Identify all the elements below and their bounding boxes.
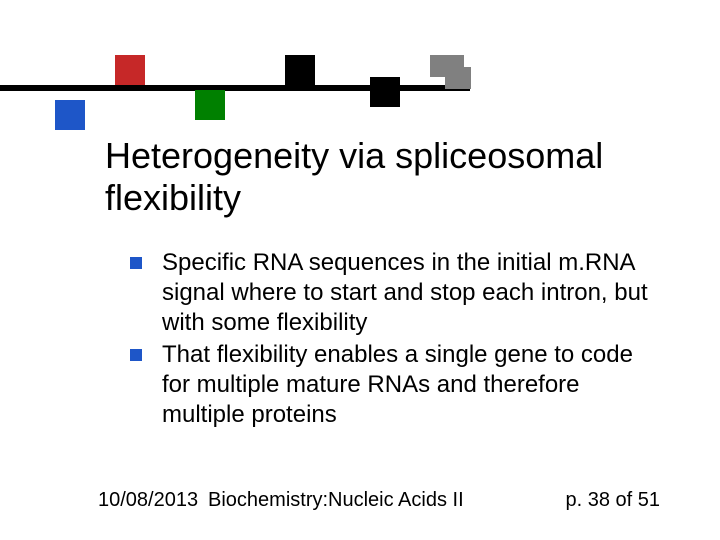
list-item: That flexibility enables a single gene t… — [130, 340, 650, 430]
gray-box-icon — [445, 67, 471, 89]
bullet-marker-icon — [130, 257, 142, 269]
list-item: Specific RNA sequences in the initial m.… — [130, 248, 650, 338]
slide-title: Heterogeneity via spliceosomal flexibili… — [105, 135, 720, 220]
footer-course: Biochemistry:Nucleic Acids II — [208, 489, 464, 512]
bullet-marker-icon — [130, 349, 142, 361]
footer-date: 10/08/2013 — [98, 489, 198, 512]
black-box-icon — [285, 55, 315, 85]
bullet-text: That flexibility enables a single gene t… — [162, 340, 650, 430]
footer-page: p. 38 of 51 — [565, 489, 660, 512]
red-box-icon — [115, 55, 145, 85]
green-box-icon — [195, 90, 225, 120]
blue-box-icon — [55, 100, 85, 130]
bullet-text: Specific RNA sequences in the initial m.… — [162, 248, 650, 338]
black-box-icon — [370, 77, 400, 107]
bullet-list: Specific RNA sequences in the initial m.… — [130, 248, 650, 432]
